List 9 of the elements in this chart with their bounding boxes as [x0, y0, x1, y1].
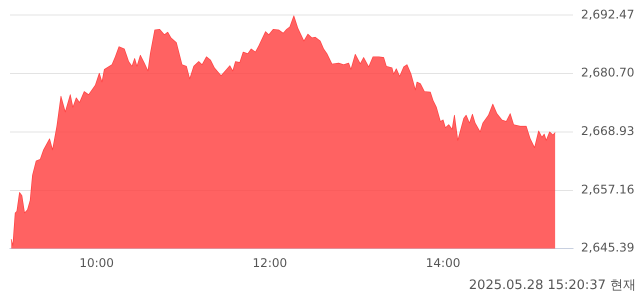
y-tick-label: 2,692.47 — [581, 7, 634, 22]
x-tick-label: 12:00 — [252, 256, 288, 270]
x-tick-label: 10:00 — [79, 256, 114, 270]
text: 2025.05.28 15:20:37 현재 — [468, 278, 636, 293]
y-tick-label: 2,680.70 — [581, 66, 634, 80]
y-tick-label: 2,645.39 — [581, 240, 634, 255]
y-tick-label: 2,668.93 — [581, 124, 634, 138]
x-tick-label: 14:00 — [426, 256, 460, 270]
y-tick-label: 2,657.16 — [581, 182, 634, 196]
